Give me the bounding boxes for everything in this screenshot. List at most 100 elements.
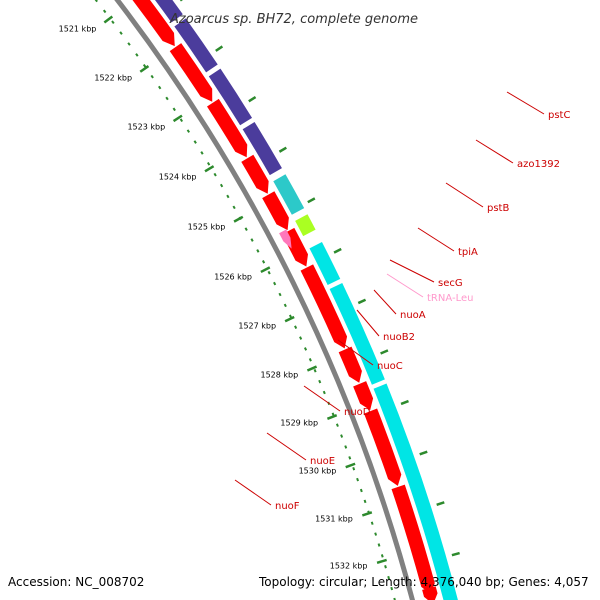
cog-block bbox=[309, 241, 341, 285]
minor-tick bbox=[344, 445, 348, 449]
label-leader bbox=[234, 479, 272, 506]
label-leader bbox=[337, 339, 374, 366]
major-tick bbox=[172, 114, 183, 123]
major-tick bbox=[361, 511, 373, 517]
cog-block bbox=[242, 121, 282, 176]
label-leader bbox=[417, 227, 455, 252]
cog-block bbox=[295, 214, 316, 237]
label-leader bbox=[445, 182, 484, 208]
inner-tick bbox=[357, 298, 367, 305]
label-leader bbox=[303, 385, 341, 412]
kbp-label: 1529 kbp bbox=[280, 419, 318, 428]
genome-backbone bbox=[114, 0, 415, 600]
minor-tick bbox=[380, 554, 384, 558]
forward-cds-arrow bbox=[364, 408, 402, 486]
minor-tick bbox=[313, 368, 317, 373]
minor-tick bbox=[384, 565, 387, 569]
kbp-label: 1528 kbp bbox=[261, 371, 299, 380]
major-tick bbox=[139, 65, 150, 73]
inner-tick-row bbox=[179, 0, 460, 557]
minor-tick bbox=[348, 456, 352, 460]
label-leader bbox=[386, 273, 424, 298]
forward-cds-arrow bbox=[262, 191, 289, 231]
label-leader bbox=[266, 432, 307, 461]
minor-tick bbox=[359, 488, 363, 493]
inner-tick bbox=[278, 146, 287, 153]
minor-tick bbox=[186, 129, 191, 133]
forward-cds-arrow bbox=[169, 43, 213, 102]
forward-cds-arrow bbox=[353, 381, 374, 411]
minor-tick bbox=[219, 183, 224, 188]
inner-tick bbox=[307, 197, 316, 204]
minor-tick bbox=[250, 238, 254, 242]
minor-tick bbox=[165, 96, 169, 101]
kbp-label: 1527 kbp bbox=[238, 321, 276, 330]
forward-cds-arrow bbox=[132, 0, 175, 47]
genome-summary-text: Topology: circular; Length: 4,376,040 bp… bbox=[258, 575, 589, 589]
minor-tick bbox=[206, 161, 211, 166]
minor-tick bbox=[331, 412, 335, 417]
minor-tick bbox=[119, 31, 123, 35]
minor-tick bbox=[370, 521, 374, 525]
minor-tick bbox=[374, 532, 378, 536]
forward-cds-arrow bbox=[241, 154, 269, 194]
minor-tick bbox=[363, 499, 367, 504]
label-leader bbox=[373, 289, 397, 315]
minor-tick bbox=[387, 575, 391, 580]
gene-label-nuoe: nuoE bbox=[310, 456, 335, 467]
major-tick-row bbox=[103, 15, 388, 564]
kbp-label: 1532 kbp bbox=[330, 562, 368, 571]
kbp-label: 1526 kbp bbox=[214, 272, 252, 281]
minor-tick bbox=[278, 292, 282, 297]
major-tick bbox=[233, 215, 244, 223]
minor-tick bbox=[267, 270, 271, 275]
minor-tick bbox=[135, 53, 139, 57]
label-leader bbox=[475, 139, 514, 164]
minor-tick bbox=[111, 20, 115, 25]
minor-tick bbox=[283, 303, 287, 308]
major-tick bbox=[306, 365, 318, 372]
minor-tick bbox=[150, 74, 154, 79]
minor-tick bbox=[244, 227, 248, 231]
major-tick bbox=[260, 266, 271, 274]
minor-tick bbox=[299, 336, 303, 340]
map-title: Azoarcus sp. BH72, complete genome bbox=[169, 12, 418, 27]
cog-block bbox=[208, 68, 253, 126]
forward-cds-arrow bbox=[391, 484, 435, 595]
major-tick bbox=[326, 413, 338, 421]
minor-tick bbox=[356, 477, 360, 482]
minor-tick bbox=[256, 249, 260, 253]
cog-track bbox=[154, 0, 458, 600]
kbp-label: 1521 kbp bbox=[59, 25, 97, 34]
gene-label-nuof: nuoF bbox=[275, 501, 300, 512]
forward-cds-arrow bbox=[300, 264, 348, 349]
inner-tick bbox=[400, 399, 409, 406]
inner-tick bbox=[215, 45, 224, 52]
minor-tick bbox=[288, 314, 293, 319]
kbp-label: 1522 kbp bbox=[94, 74, 132, 83]
gene-label-nuob2: nuoB2 bbox=[383, 332, 415, 343]
kbp-label-group: 1521 kbp 1522 kbp 1523 kbp 1524 kbp 1525 kbp… bbox=[59, 25, 368, 571]
inner-tick bbox=[436, 501, 445, 506]
minor-tick bbox=[335, 423, 339, 427]
minor-tick bbox=[179, 118, 184, 123]
cog-block bbox=[273, 174, 305, 215]
kbp-label: 1525 kbp bbox=[188, 223, 226, 232]
inner-tick bbox=[333, 247, 342, 254]
minor-tick bbox=[193, 140, 197, 144]
minor-tick bbox=[352, 466, 356, 471]
kbp-label: 1523 kbp bbox=[127, 123, 165, 132]
forward-cds-track bbox=[132, 0, 438, 600]
minor-tick bbox=[226, 194, 230, 199]
label-leader bbox=[356, 309, 380, 337]
minor-tick bbox=[102, 9, 107, 14]
accession-text: Accession: NC_008702 bbox=[8, 575, 144, 589]
minor-tick bbox=[377, 543, 381, 547]
gene-label-secg: secG bbox=[438, 278, 463, 289]
label-leader bbox=[389, 259, 435, 283]
minor-tick bbox=[390, 586, 394, 591]
minor-tick bbox=[322, 390, 326, 395]
cog-block bbox=[154, 0, 183, 23]
minor-tick bbox=[304, 347, 308, 351]
